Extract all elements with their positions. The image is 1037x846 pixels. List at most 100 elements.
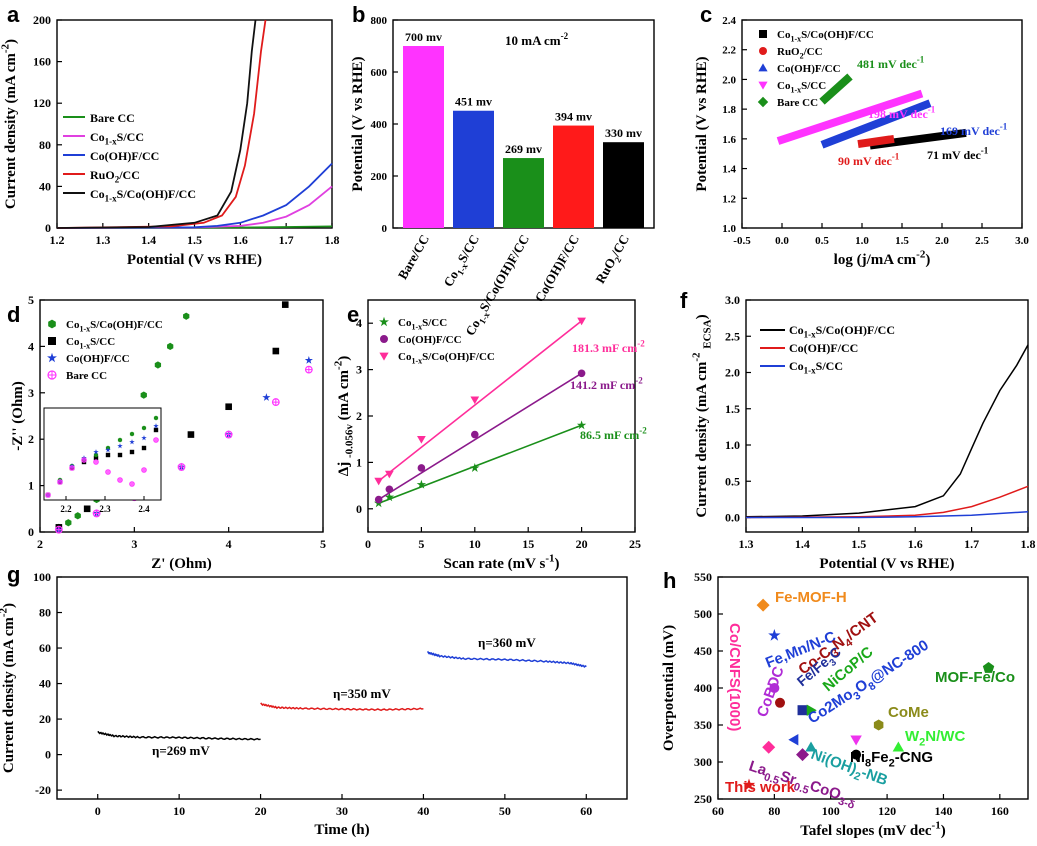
inset-point-co-oh-f-cc	[129, 439, 135, 445]
y-axis-label: Overpotential (mV)	[661, 625, 677, 751]
panel-g: g 0 10 20 30 40 50 60 -20 0 20 40 60 80 100 Time (h) Cur…	[0, 562, 628, 838]
point-label-la0-5sr0-5coo3: La0.5Sr0.5CoO3-δ	[746, 758, 859, 812]
fit-line-co1-xs-cc	[378, 424, 582, 504]
panel-e: e 0 5 10 15 20 25 0 1 2 3 4 Scan rate (mV s-1) Δj -0.…	[332, 299, 647, 572]
panel-b: b 0 200 400 600 800 Potential (V vs RHE) 700 mv…	[350, 2, 655, 338]
x-tick-label: 20	[576, 537, 588, 551]
inset-point-co1-xs-cc	[129, 449, 135, 455]
y-tick-label: 200	[33, 13, 51, 27]
y-tick-label: 0	[45, 221, 51, 235]
y-axis-label: Potential (V vs RHE)	[350, 56, 366, 191]
y-axis-label: -Z'' (Ohm)	[10, 381, 26, 451]
y-tick-label: 4	[356, 316, 362, 330]
y-axis-label: Δj -0.056v (mA cm-2)	[332, 356, 355, 476]
y-tick-label: 0.5	[725, 474, 740, 488]
capacitance-label-co1-xs-cc: 86.5 mF cm-2	[580, 426, 647, 442]
trace-label-269-mv: η=269 mV	[152, 743, 210, 758]
legend-marker-co1-xs-co-oh-f-cc	[379, 352, 389, 361]
x-tick-label: 3	[131, 537, 137, 551]
legend-marker-co1-xs-co-oh-f-cc	[48, 319, 56, 329]
x-tick-label: 0.0	[775, 235, 789, 247]
panel-letter: f	[680, 288, 688, 313]
panel-f: f 1.3 1.4 1.5 1.6 1.7 1.8 0.0 0.5 1.0 1.5 2.0 2.5 3.0…	[680, 288, 1036, 572]
data-point-co1-xs-co-oh-f-cc	[183, 312, 190, 320]
y-tick-label: 2.0	[722, 74, 736, 86]
plot-frame	[745, 299, 1029, 533]
legend-label-co-oh-f-cc: Co(OH)F/CC	[777, 63, 841, 75]
data-point-co1-xs-co-oh-f-cc	[577, 317, 586, 326]
y-tick-label: 0	[28, 525, 34, 539]
x-tick-label: 20	[255, 804, 267, 818]
data-point-co1-xs-co-oh-f-cc	[374, 477, 384, 486]
data-point-co1-xs-co-oh-f-cc	[154, 361, 162, 369]
data-point-bare-cc-cross	[225, 431, 232, 438]
panel-d: d 2 3 4 5 0 1 2 3 4 5 Z' (Ohm) -Z'' (Ohm) 2.2 2.3 2.4 Co…	[7, 293, 326, 572]
y-tick-label: 5	[28, 293, 34, 307]
legend-label-ruo2-cc: RuO2/CC	[777, 46, 823, 60]
data-point-co-oh-f-cc	[417, 464, 426, 472]
data-point-cobdc	[769, 683, 780, 693]
y-tick-label: 350	[694, 718, 712, 732]
y-tick-label: 2.2	[722, 45, 736, 57]
data-point-ni-oh-2-nb	[805, 741, 817, 752]
data-point-co-c3n4-cnt	[775, 697, 785, 708]
y-tick-label: 1	[356, 455, 362, 469]
data-point-la0-5sr0-5coo3	[796, 748, 810, 762]
panel-letter: g	[7, 562, 20, 587]
data-point-co1-xs-cc	[225, 403, 232, 411]
legend-label-bare-cc: Bare CC	[777, 97, 818, 109]
inset-point-bare-cc-cross	[153, 437, 159, 443]
legend-label-co-oh-f-cc: Co(OH)F/CC	[90, 149, 159, 163]
bar-bare-cc	[403, 46, 444, 228]
legend-label-bare-cc: Bare CC	[66, 370, 107, 382]
y-axis-label: Current density (mA cm-2)	[0, 39, 19, 209]
series-line-co-oh-f-cc	[745, 485, 1029, 519]
bar-co1-xs-cc	[453, 110, 494, 228]
data-point-fe-mn-n-c	[768, 628, 781, 641]
y-tick-label: 600	[371, 67, 388, 79]
inset-x-tick-label: 2.4	[138, 504, 150, 514]
series-line-co1-xs-co-oh-f-cc	[56, 19, 257, 229]
data-point-bare-cc-cross	[178, 463, 185, 471]
tafel-label-bare-cc: 481 mV dec-1	[857, 55, 925, 71]
inset-point-co1-xs-cc	[117, 452, 123, 458]
y-tick-label: 40	[39, 677, 51, 691]
y-tick-label: 60	[39, 641, 51, 655]
trace-label-360-mv: η=360 mV	[478, 635, 536, 650]
x-tick-label: 1.5	[895, 235, 909, 247]
legend-label-co1-xs-cc: Co1-xS/CC	[90, 130, 144, 147]
x-tick-label: 10	[173, 804, 185, 818]
legend-label-co-oh-f-cc: Co(OH)F/CC	[789, 341, 858, 355]
panel-letter: c	[700, 2, 712, 27]
legend-label-co1-xs-co-oh-f-cc: Co1-xS/Co(OH)F/CC	[66, 319, 163, 333]
y-tick-label: 800	[371, 15, 388, 27]
data-point-co1-xs-co-oh-f-cc	[417, 435, 426, 444]
data-point-fe-mof-h	[756, 598, 770, 612]
x-tick-label: 3.0	[1015, 235, 1029, 247]
inset-point-bare-cc-cross	[45, 492, 51, 498]
data-point-co1-xs-co-oh-f-cc	[384, 470, 394, 479]
data-point-co-oh-f-cc	[471, 430, 479, 439]
series-line-360-mv	[426, 650, 587, 669]
x-tick-label: 140	[934, 804, 952, 818]
fit-line-co1-xs-co-oh-f-cc	[378, 320, 583, 482]
inset-point-co1-xs-co-oh-f-cc	[117, 437, 123, 443]
y-tick-label: 500	[694, 607, 712, 621]
inset-point-bare-cc-cross	[105, 469, 111, 475]
x-category-label-bare-cc: Bare/CC	[395, 232, 432, 282]
legend-label-co1-xs-cc: Co1-xS/CC	[789, 359, 843, 376]
x-tick-label: 0	[95, 804, 101, 818]
y-tick-label: 40	[39, 179, 51, 193]
x-axis-label: Potential (V vs RHE)	[819, 556, 954, 572]
bar-value-label-co-oh-f-cc: 394 mv	[555, 110, 592, 124]
series-line-co-oh-f-cc	[56, 162, 333, 229]
y-tick-label: 300	[694, 755, 712, 769]
legend-marker-co-oh-f-cc	[47, 352, 57, 363]
y-tick-label: 250	[694, 792, 712, 806]
legend-marker-bare-cc-cross	[48, 371, 56, 379]
y-tick-label: 80	[39, 606, 51, 620]
point-label-fe-mof-h: Fe-MOF-H	[775, 589, 847, 606]
panel-letter: h	[663, 568, 676, 593]
x-tick-label: 15	[522, 537, 534, 551]
